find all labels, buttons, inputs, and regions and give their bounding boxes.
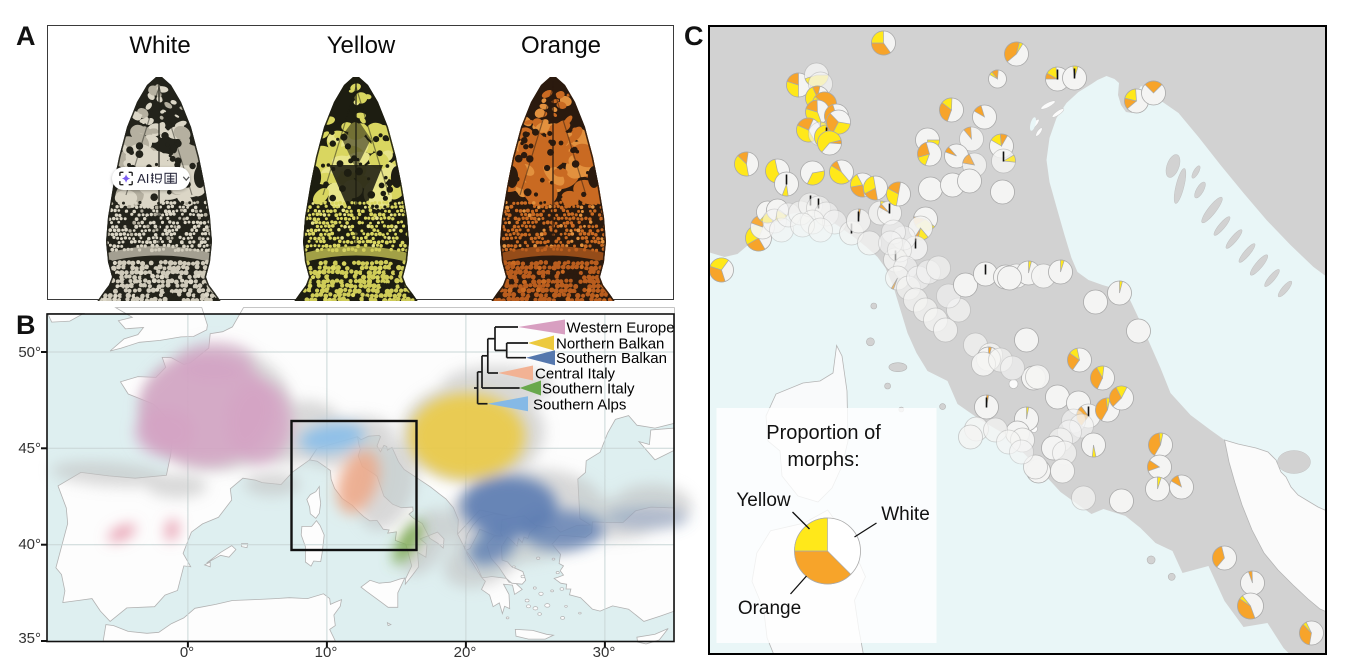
svg-text:Southern Alps: Southern Alps [533, 396, 626, 413]
svg-text:Western Europe: Western Europe [566, 320, 674, 337]
svg-text:Proportion of: Proportion of [766, 422, 881, 444]
svg-text:Yellow: Yellow [736, 490, 791, 511]
svg-text:Southern Italy: Southern Italy [542, 381, 635, 398]
svg-text:morphs:: morphs: [787, 449, 859, 471]
svg-text:Orange: Orange [737, 598, 800, 619]
svg-text:White: White [881, 504, 930, 525]
